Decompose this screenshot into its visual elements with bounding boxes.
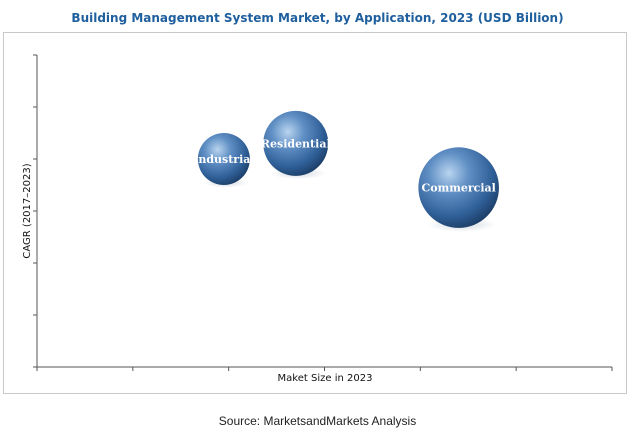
bubble-residential <box>263 110 329 176</box>
bubble-label-residential: Residential <box>261 137 331 150</box>
bubble-commercial <box>418 147 499 228</box>
bubble-label-industrial: Industrial <box>193 153 254 166</box>
y-axis-label: CAGR (2017–2023) <box>22 163 33 258</box>
chart-frame <box>3 32 627 394</box>
chart-title: Building Management System Market, by Ap… <box>71 11 564 25</box>
x-axis-label: Maket Size in 2023 <box>278 373 373 384</box>
axes <box>33 54 613 371</box>
source-note: Source: MarketsandMarkets Analysis <box>218 414 417 428</box>
bubbles: Industrial Residential Commercial <box>193 110 499 232</box>
bubble-label-commercial: Commercial <box>421 182 495 195</box>
bubble-industrial <box>197 133 250 185</box>
